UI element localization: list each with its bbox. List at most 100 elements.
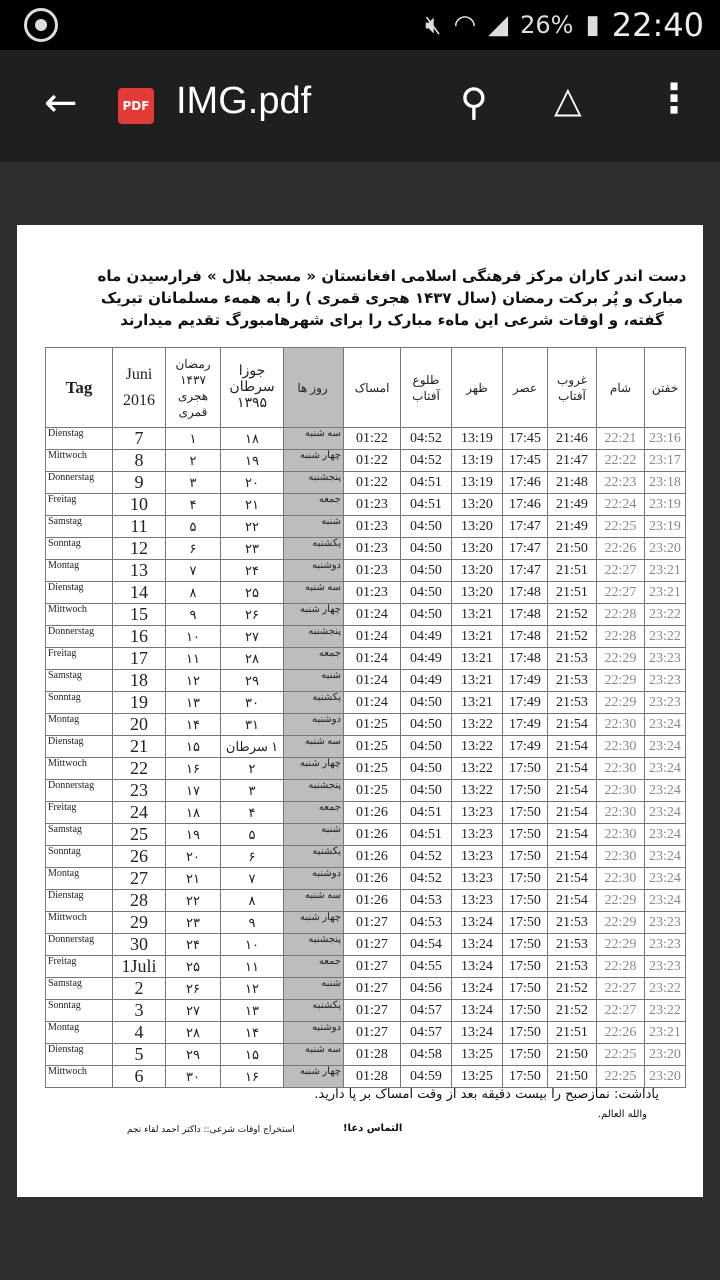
table-row: Montag 4 ۲۸ ۱۴ دوشنبه 01:27 04:57 13:24 17:50 21:… [45,1021,686,1044]
cell-imsak: 01:25 [343,757,401,780]
cell-solar-day: ۸ [220,889,284,912]
cell-imsak: 01:27 [343,933,401,956]
cell-ramadan-day: ۵ [165,515,221,538]
cell-weekday-de: Donnerstag [45,933,113,956]
cell-weekday-de: Freitag [45,647,113,670]
cell-solar-day: ۲۶ [220,603,284,626]
cell-sunrise: 04:49 [400,647,452,670]
cell-weekday-fa: چهار شنبه [283,757,344,780]
cell-asr: 17:48 [502,581,548,604]
cell-ramadan-day: ۲۶ [165,977,221,1000]
cell-sunrise: 04:52 [400,449,452,472]
cell-sunrise: 04:50 [400,713,452,736]
cell-ramadan-day: ۲۳ [165,911,221,934]
cell-weekday-fa: پنجشنبه [283,471,344,494]
cell-sunset: 21:48 [547,471,597,494]
cell-sunrise: 04:50 [400,515,452,538]
cell-asr: 17:46 [502,493,548,516]
drive-add-icon[interactable]: △ [554,80,582,121]
cell-asr: 17:45 [502,427,548,450]
cell-weekday-de: Donnerstag [45,471,113,494]
table-row: Montag 13 ۷ ۲۴ دوشنبه 01:23 04:50 13:20 17:47 21:… [45,559,686,582]
cell-sunrise: 04:50 [400,537,452,560]
cell-sham: 22:29 [596,933,645,956]
cell-zuhr: 13:22 [451,779,503,802]
cell-zuhr: 13:25 [451,1065,503,1088]
back-arrow-icon[interactable]: ← [44,80,78,126]
cell-sunrise: 04:55 [400,955,452,978]
cell-asr: 17:45 [502,449,548,472]
cell-sunrise: 04:57 [400,999,452,1022]
cell-weekday-fa: پنجشنبه [283,779,344,802]
cell-sunset: 21:49 [547,493,597,516]
cell-weekday-de: Donnerstag [45,779,113,802]
table-row: Donnerstag 9 ۳ ۲۰ پنجشنبه 01:22 04:51 13:19 17:4… [45,471,686,494]
table-row: Donnerstag 23 ۱۷ ۳ پنجشنبه 01:25 04:50 13:22 17:… [45,779,686,802]
cell-solar-day: ۶ [220,845,284,868]
cell-zuhr: 13:23 [451,823,503,846]
cell-ramadan-day: ۱۸ [165,801,221,824]
table-row: Samstag 25 ۱۹ ۵ شنبه 01:26 04:51 13:23 17:50 21:5… [45,823,686,846]
cell-solar-day: ۲۱ [220,493,284,516]
clock: 22:40 [611,6,704,44]
cell-sunrise: 04:50 [400,603,452,626]
cell-gregorian-day: 24 [112,801,166,824]
cell-ramadan-day: ۳ [165,471,221,494]
cell-imsak: 01:25 [343,735,401,758]
cell-imsak: 01:24 [343,669,401,692]
cell-sham: 22:29 [596,691,645,714]
cell-sunrise: 04:51 [400,471,452,494]
cell-zuhr: 13:23 [451,845,503,868]
cell-imsak: 01:26 [343,801,401,824]
cell-weekday-fa: سه شنبه [283,889,344,912]
cell-ramadan-day: ۲۷ [165,999,221,1022]
cell-zuhr: 13:21 [451,625,503,648]
cell-khuftan: 23:18 [644,471,686,494]
cell-khuftan: 23:23 [644,691,686,714]
cell-sham: 22:27 [596,977,645,1000]
cell-sunrise: 04:51 [400,493,452,516]
cell-ramadan-day: ۲۹ [165,1043,221,1066]
search-icon[interactable]: ⚲ [460,80,488,124]
header-tag: Tag [45,347,113,428]
cell-khuftan: 23:23 [644,911,686,934]
cell-imsak: 01:22 [343,471,401,494]
header-sunrise: طلوع آفتاب [400,347,452,428]
cell-weekday-fa: چهار شنبه [283,603,344,626]
cell-gregorian-day: 11 [112,515,166,538]
cell-ramadan-day: ۱۰ [165,625,221,648]
table-row: Donnerstag 16 ۱۰ ۲۷ پنجشنبه 01:24 04:49 13:21 17… [45,625,686,648]
cell-sunrise: 04:50 [400,559,452,582]
cell-weekday-fa: یکشنبه [283,845,344,868]
battery-icon: ▮ [585,10,600,40]
table-row: Samstag 2 ۲۶ ۱۲ شنبه 01:27 04:56 13:24 17:50 21:5… [45,977,686,1000]
cell-weekday-fa: شنبه [283,669,344,692]
table-row: Dienstag 7 ۱ ۱۸ سه شنبه 01:22 04:52 13:19 17:45 2… [45,427,686,450]
cell-weekday-de: Montag [45,1021,113,1044]
more-vert-icon[interactable]: ⋮ [654,76,694,122]
cell-sunrise: 04:54 [400,933,452,956]
table-row: Montag 27 ۲۱ ۷ دوشنبه 01:26 04:52 13:23 17:50 21:… [45,867,686,890]
cell-asr: 17:50 [502,1065,548,1088]
table-row: Samstag 18 ۱۲ ۲۹ شنبه 01:24 04:49 13:21 17:49 21:… [45,669,686,692]
cell-sham: 22:21 [596,427,645,450]
cell-asr: 17:50 [502,823,548,846]
cell-sunrise: 04:51 [400,801,452,824]
table-row: Dienstag 28 ۲۲ ۸ سه شنبه 01:26 04:53 13:23 17:50… [45,889,686,912]
cell-asr: 17:50 [502,911,548,934]
cell-sham: 22:30 [596,801,645,824]
cell-asr: 17:48 [502,625,548,648]
header-zuhr: ظهر [451,347,503,428]
cell-asr: 17:50 [502,999,548,1022]
cell-imsak: 01:27 [343,1021,401,1044]
cell-khuftan: 23:24 [644,735,686,758]
cell-asr: 17:49 [502,669,548,692]
cell-weekday-fa: یکشنبه [283,999,344,1022]
cell-weekday-fa: جمعه [283,801,344,824]
cell-asr: 17:50 [502,779,548,802]
document-title: IMG.pdf [176,80,312,122]
cell-weekday-de: Mittwoch [45,449,113,472]
cell-khuftan: 23:21 [644,1021,686,1044]
cell-sham: 22:29 [596,647,645,670]
cell-asr: 17:47 [502,515,548,538]
